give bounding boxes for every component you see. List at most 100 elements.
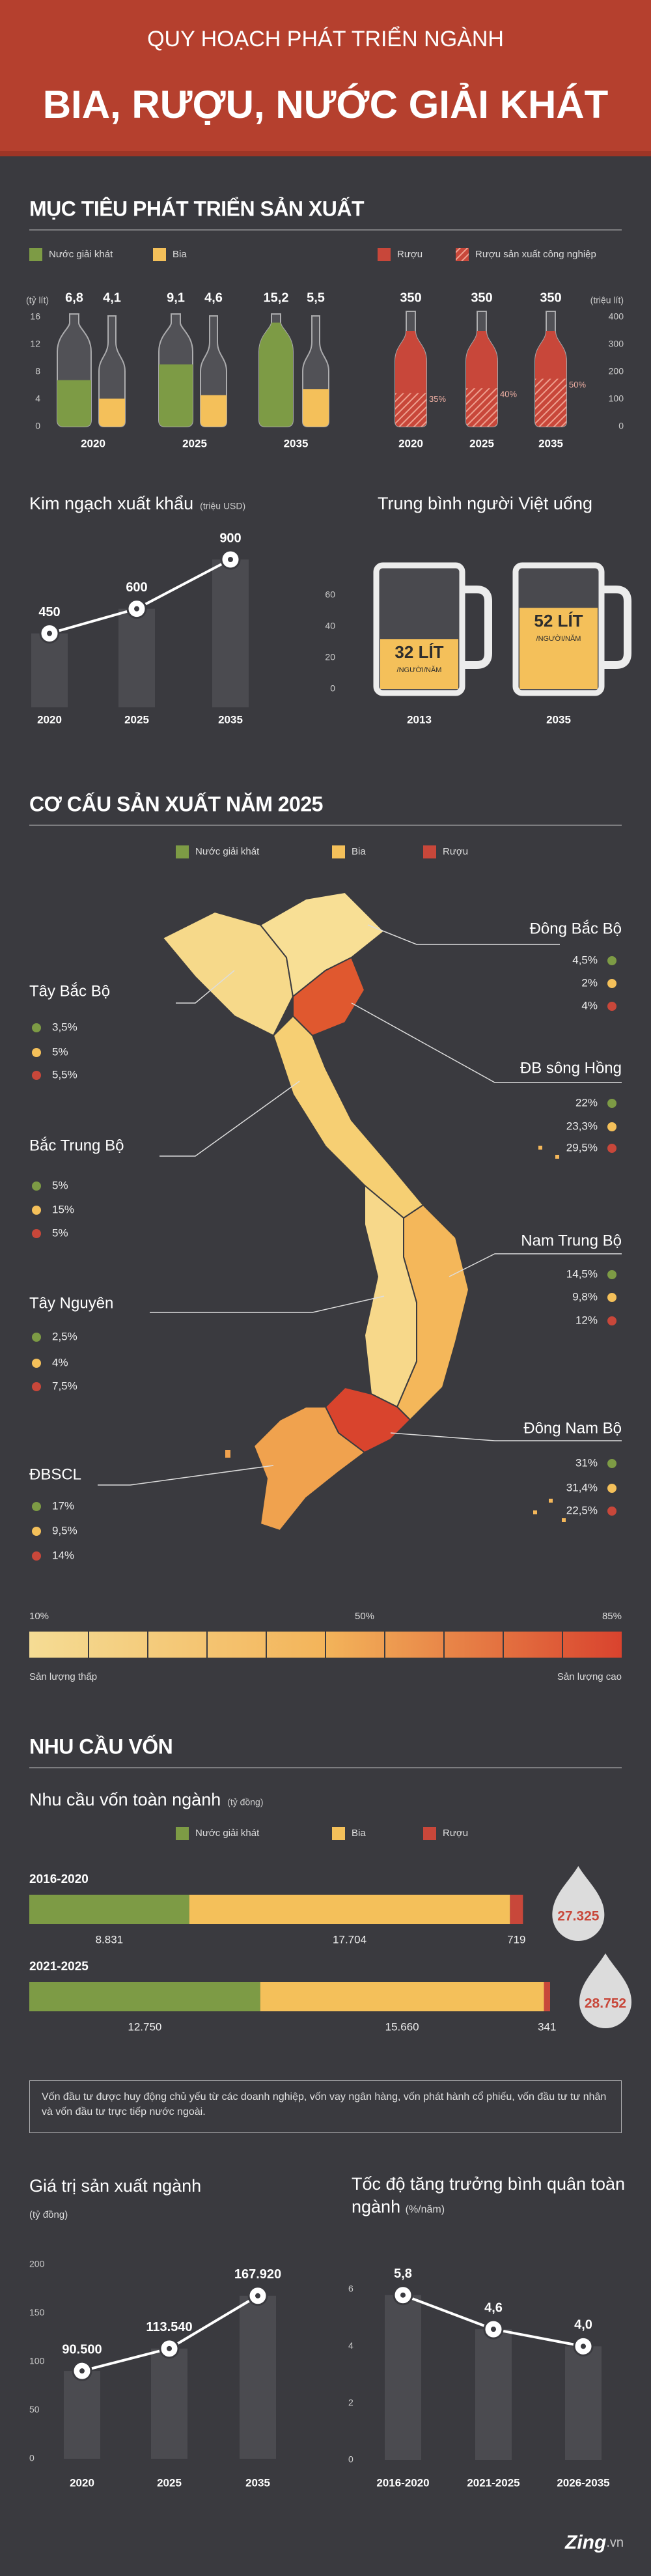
industrial-share (535, 378, 566, 427)
column (385, 2295, 421, 2460)
y-tick-label: 150 (29, 2307, 45, 2317)
value-label: 350 (540, 290, 561, 305)
bottle-fill (99, 398, 125, 427)
region-name: Đông Bắc Bộ (530, 920, 622, 937)
total-drop (579, 1953, 631, 2028)
bottle-fill (303, 389, 329, 427)
region-name: ĐB sông Hồng (520, 1059, 622, 1077)
chart-title: Trung bình người Việt uống (378, 494, 592, 513)
y-tick-label: 200 (29, 2259, 45, 2269)
value-label: 719 (507, 1933, 525, 1946)
y-tick-label: 60 (325, 589, 335, 600)
section-title: MỤC TIÊU PHÁT TRIỂN SẢN XUẤT (29, 197, 365, 220)
region-bac-trung-bo (272, 1015, 424, 1219)
header-banner (0, 0, 651, 156)
region-dot (607, 1122, 616, 1131)
column (64, 2371, 100, 2459)
region-dot (607, 1293, 616, 1302)
bar-segment (29, 1982, 260, 2011)
region-dot (607, 1144, 616, 1153)
legend-label: Rượu sản xuất công nghiệp (475, 249, 596, 260)
y-tick-label: 4 (35, 393, 40, 404)
region-value: 23,3% (566, 1120, 598, 1132)
value-label: 900 (219, 531, 241, 545)
region-value: 22% (575, 1096, 598, 1109)
column (118, 608, 155, 707)
scale-label: 85% (602, 1611, 622, 1622)
region-value: 9,5% (52, 1524, 77, 1536)
x-tick-label: 2020 (37, 713, 62, 726)
chart-title: Kim ngạch xuất khẩu (29, 494, 193, 513)
y-tick-label: 8 (35, 366, 40, 376)
region-value: 12% (575, 1314, 598, 1326)
legend-swatch (423, 1827, 436, 1840)
point-center (134, 606, 139, 612)
unit-label: /NGƯỜI/NĂM (536, 634, 581, 643)
legend-label: Nước giải khát (49, 249, 113, 260)
y-tick-label: 12 (30, 339, 40, 349)
region-value: 29,5% (566, 1141, 598, 1154)
legend-swatch (378, 248, 391, 261)
column (565, 2346, 602, 2460)
leader-line (98, 1465, 274, 1486)
region-dong-bac (259, 891, 385, 998)
legend-swatch (29, 248, 42, 261)
x-tick-label: 2013 (407, 713, 432, 726)
region-value: 5% (52, 1179, 68, 1191)
region-value: 2% (581, 976, 598, 989)
bottle-fill (159, 364, 193, 427)
legend-swatch (332, 1827, 345, 1840)
bar-segment (544, 1982, 550, 2011)
section-title: CƠ CẤU SẢN XUẤT NĂM 2025 (29, 792, 323, 815)
y-tick-label: 100 (29, 2356, 45, 2366)
island (547, 1497, 554, 1504)
leader-line (390, 1432, 622, 1441)
y-tick-label: 2 (348, 2397, 353, 2407)
region-value: 14,5% (566, 1267, 598, 1280)
value-label: 52 LÍT (534, 611, 583, 630)
x-tick-label: 2035 (546, 713, 571, 726)
y-tick-label: 40 (325, 621, 335, 631)
island (224, 1449, 232, 1459)
region-dot (607, 979, 616, 988)
legend-swatch (456, 248, 469, 261)
region-value: 31,4% (566, 1481, 598, 1493)
bar-segment (510, 1895, 523, 1924)
y-tick-label: 0 (29, 2453, 35, 2463)
mug-handle (462, 586, 492, 669)
island (532, 1509, 538, 1516)
domain: .vn (606, 2536, 624, 2550)
x-tick-label: 2035 (538, 437, 563, 449)
legend-swatch (332, 845, 345, 858)
point-center (79, 2368, 85, 2374)
x-tick-label: 2035 (284, 437, 309, 449)
legend-label: Bia (173, 249, 187, 260)
value-label: 15,2 (264, 290, 289, 305)
region-value: 2,5% (52, 1330, 77, 1342)
legend-label: Nước giải khát (195, 1828, 260, 1839)
x-tick-label: 2025 (469, 437, 494, 449)
y-tick-label: 4 (348, 2340, 353, 2351)
legend-swatch (423, 845, 436, 858)
point-center (167, 2345, 172, 2351)
point-center (228, 557, 233, 562)
region-name: Đông Nam Bộ (523, 1419, 622, 1437)
leader-line (159, 1081, 300, 1157)
region-dot (607, 1099, 616, 1108)
value-label: 341 (538, 2020, 556, 2033)
growth-title: Tốc độ tăng trưởng bình quân toàn ngành … (352, 2173, 638, 2218)
bar-segment (189, 1895, 510, 1924)
value-label: 17.704 (333, 1933, 367, 1946)
unit-label: /NGƯỜI/NĂM (397, 666, 442, 674)
share-label: 50% (569, 380, 586, 389)
y-label: (triệu lít) (590, 295, 624, 305)
region-name: Tây Nguyên (29, 1294, 113, 1312)
region-dot (32, 1023, 41, 1032)
legend-label: Bia (352, 846, 366, 857)
region-dot (32, 1382, 41, 1391)
value-label: 4,0 (574, 2318, 592, 2332)
x-tick-label: 2026-2035 (557, 2476, 609, 2489)
column (31, 633, 68, 707)
industrial-share (466, 388, 497, 427)
